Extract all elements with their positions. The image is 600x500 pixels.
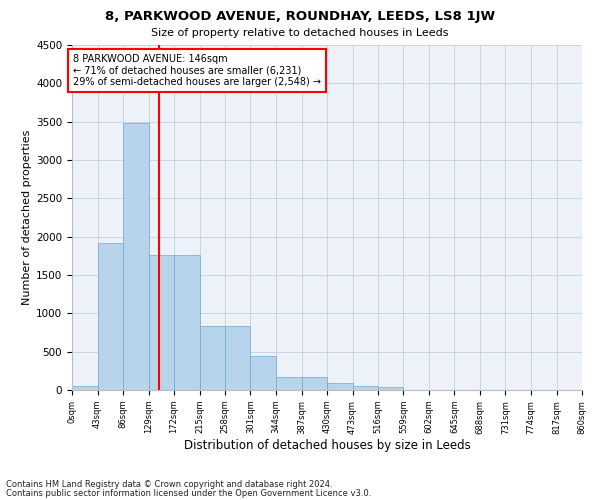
Bar — [97, 243, 123, 390]
Text: 8 PARKWOOD AVENUE: 146sqm
← 71% of detached houses are smaller (6,231)
29% of se: 8 PARKWOOD AVENUE: 146sqm ← 71% of detac… — [73, 54, 321, 88]
Text: 8, PARKWOOD AVENUE, ROUNDHAY, LEEDS, LS8 1JW: 8, PARKWOOD AVENUE, ROUNDHAY, LEEDS, LS8… — [105, 10, 495, 23]
X-axis label: Distribution of detached houses by size in Leeds: Distribution of detached houses by size … — [184, 440, 470, 452]
Bar — [174, 255, 199, 390]
Bar — [149, 255, 174, 390]
Y-axis label: Number of detached properties: Number of detached properties — [22, 130, 32, 305]
Bar — [251, 356, 276, 390]
Bar — [302, 377, 327, 390]
Text: Size of property relative to detached houses in Leeds: Size of property relative to detached ho… — [151, 28, 449, 38]
Bar — [72, 386, 97, 390]
Bar — [353, 386, 378, 390]
Text: Contains HM Land Registry data © Crown copyright and database right 2024.: Contains HM Land Registry data © Crown c… — [6, 480, 332, 489]
Text: Contains public sector information licensed under the Open Government Licence v3: Contains public sector information licen… — [6, 490, 371, 498]
Bar — [327, 382, 353, 390]
Bar — [378, 387, 403, 390]
Bar — [225, 326, 251, 390]
Bar — [276, 377, 302, 390]
Bar — [123, 123, 149, 390]
Bar — [199, 326, 225, 390]
